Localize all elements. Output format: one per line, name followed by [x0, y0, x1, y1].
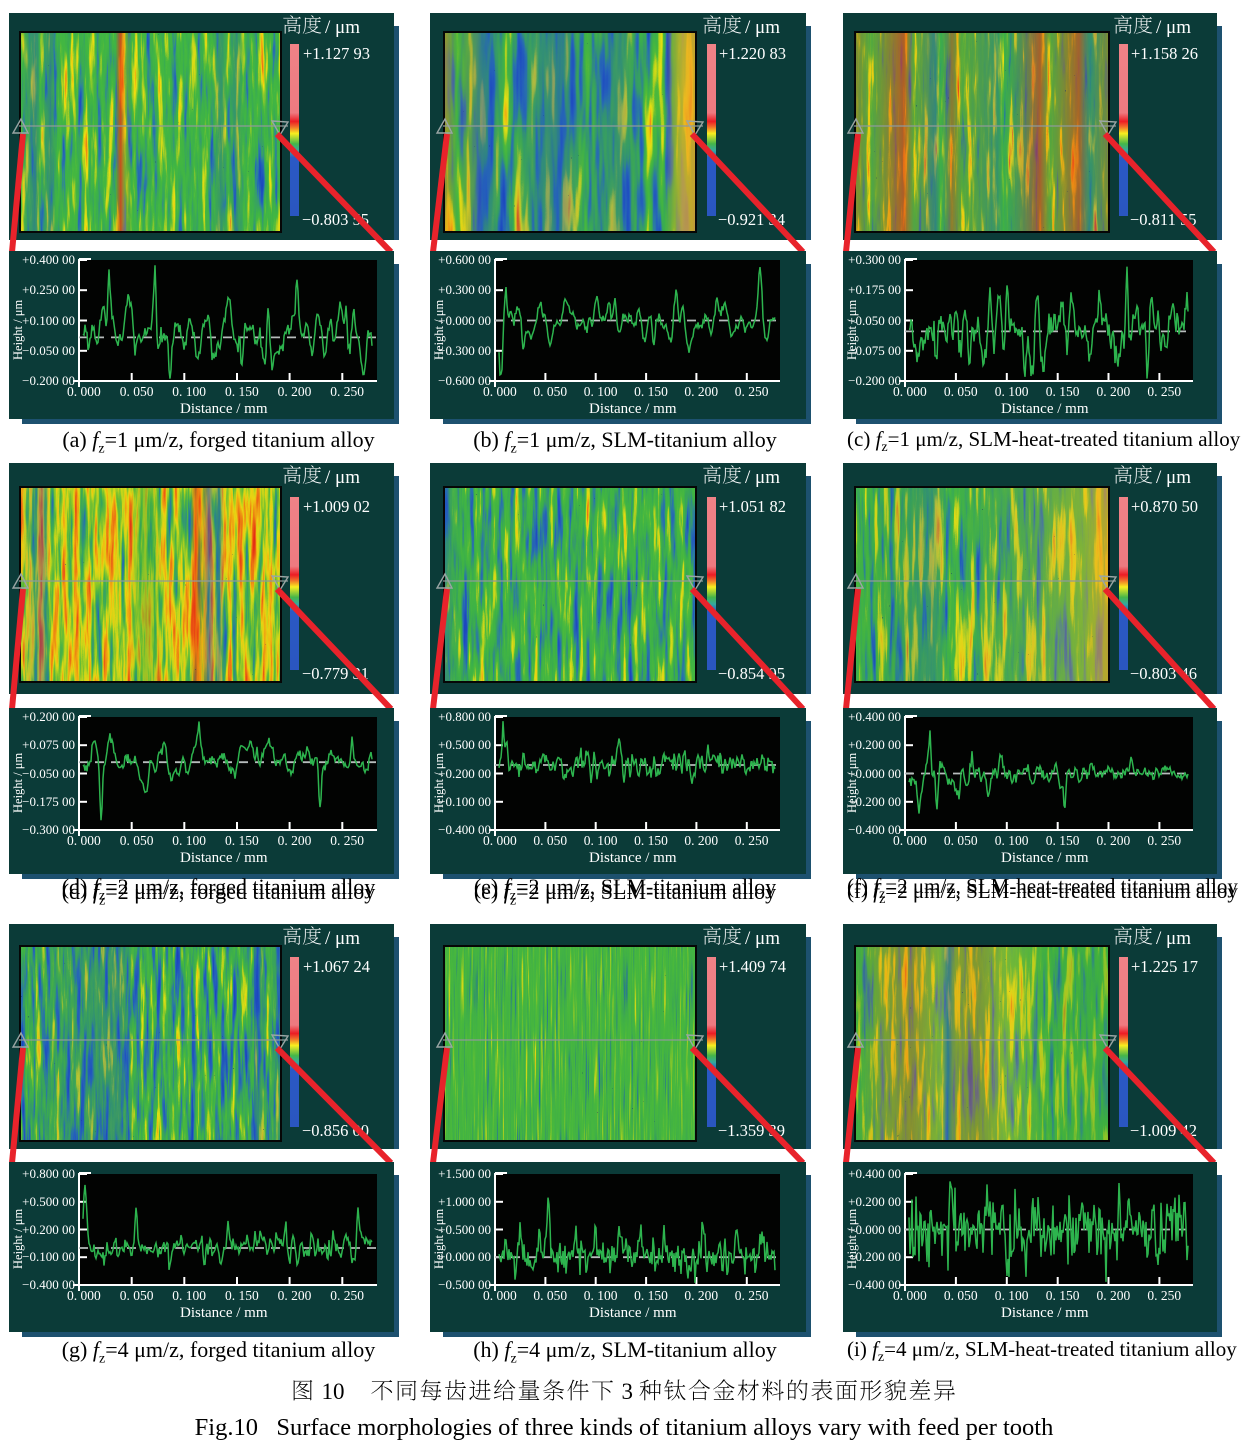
svg-text:3: 3: [621, 1379, 633, 1404]
svg-text:/ μm: / μm: [745, 928, 780, 949]
svg-text:/ μm: / μm: [745, 17, 780, 38]
svg-text:/ μm: / μm: [1156, 928, 1191, 949]
svg-text:/ μm: / μm: [325, 928, 360, 949]
svg-text:10: 10: [321, 1379, 344, 1404]
svg-text:/ μm: / μm: [325, 17, 360, 38]
svg-text:/ μm: / μm: [325, 467, 360, 488]
svg-text:/ μm: / μm: [745, 467, 780, 488]
svg-text:/ μm: / μm: [1156, 17, 1191, 38]
svg-text:/ μm: / μm: [1156, 467, 1191, 488]
